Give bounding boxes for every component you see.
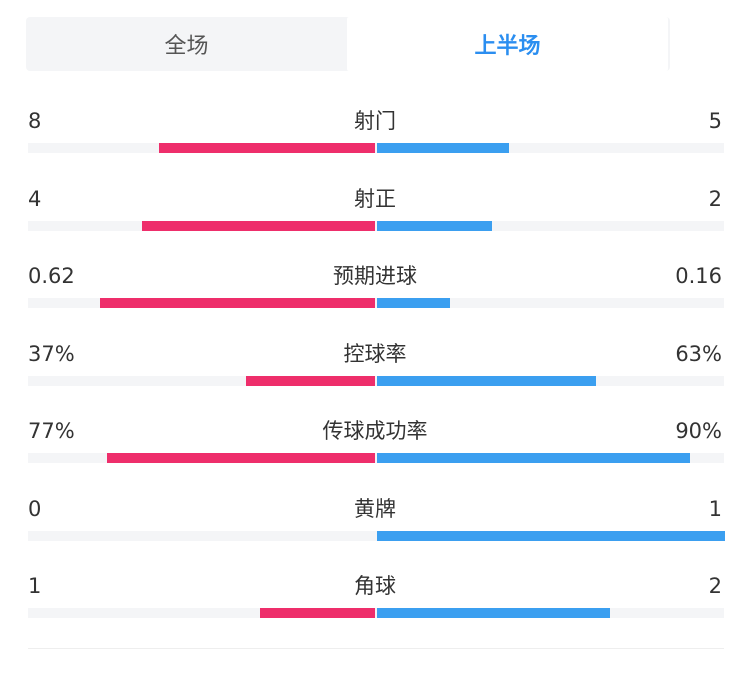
- stat-away-value: 1: [708, 496, 722, 521]
- stat-name: 射正: [354, 186, 396, 211]
- period-tabs: 全场 上半场: [26, 17, 670, 71]
- stat-bar-track: [28, 143, 724, 153]
- stat-home-value: 1: [28, 574, 42, 598]
- away-bar: [377, 375, 596, 386]
- tab-first-half[interactable]: 上半场: [347, 17, 668, 71]
- stat-away-value: 5: [708, 109, 722, 133]
- stat-home-value: 37%: [28, 341, 75, 366]
- away-bar: [377, 220, 492, 231]
- stat-bar-track: [28, 220, 724, 231]
- stat-bar-track: [28, 375, 724, 386]
- away-bar: [377, 298, 450, 308]
- stat-name: 传球成功率: [322, 419, 428, 443]
- stat-bar-track: [28, 608, 724, 618]
- home-bar: [260, 608, 375, 618]
- stat-name: 射门: [354, 109, 396, 133]
- stat-row: 1 角球 2: [0, 573, 750, 633]
- stat-away-value: 2: [708, 186, 722, 211]
- stat-away-value: 2: [708, 574, 722, 598]
- stat-row: 0.62 预期进球 0.16: [0, 263, 750, 323]
- stat-name: 黄牌: [354, 496, 396, 521]
- stat-row: 77% 传球成功率 90%: [0, 418, 750, 478]
- stat-bar-track: [28, 298, 724, 308]
- tab-full-match[interactable]: 全场: [164, 34, 209, 59]
- stat-row: 4 射正 2: [0, 186, 750, 246]
- stat-home-value: 8: [28, 109, 42, 133]
- stat-home-value: 4: [28, 186, 42, 211]
- away-bar: [377, 143, 509, 153]
- stat-name: 角球: [354, 574, 396, 598]
- stat-name: 控球率: [343, 341, 407, 366]
- stat-name: 预期进球: [333, 264, 417, 288]
- stat-home-value: 0.62: [28, 264, 75, 288]
- stat-row: 0 黄牌 1: [0, 496, 750, 556]
- home-bar: [246, 375, 375, 386]
- stat-away-value: 63%: [675, 341, 722, 366]
- stat-row: 8 射门 5: [0, 108, 750, 168]
- stat-away-value: 90%: [675, 419, 722, 443]
- home-bar: [100, 298, 375, 308]
- stat-home-value: 77%: [28, 419, 75, 443]
- home-bar: [159, 143, 375, 153]
- away-bar: [377, 608, 610, 618]
- home-bar: [107, 453, 375, 463]
- stat-bar-track: [28, 453, 724, 463]
- stat-home-value: 0: [28, 496, 42, 521]
- away-bar: [377, 453, 690, 463]
- away-bar: [377, 530, 725, 541]
- divider: [28, 648, 724, 649]
- home-bar: [142, 220, 375, 231]
- stat-away-value: 0.16: [675, 264, 722, 288]
- stat-row: 37% 控球率 63%: [0, 341, 750, 401]
- stat-bar-track: [28, 530, 725, 541]
